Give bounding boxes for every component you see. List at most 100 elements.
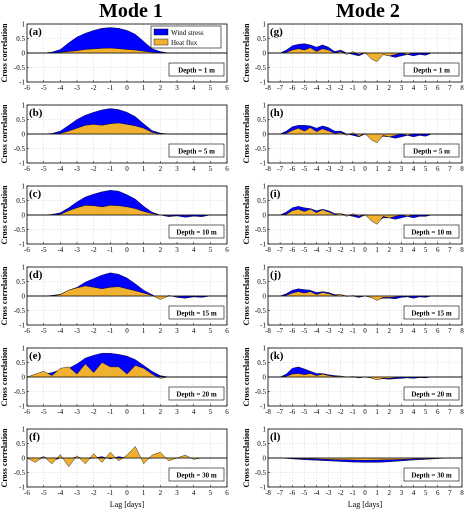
x-tick-label: -6 bbox=[24, 489, 30, 497]
y-axis-label: Cross correlation bbox=[242, 23, 251, 83]
panel-label: (g) bbox=[270, 26, 283, 38]
x-tick-label: 4 bbox=[192, 327, 196, 335]
x-tick-label: -2 bbox=[91, 489, 97, 497]
x-tick-label: 6 bbox=[225, 84, 229, 92]
y-tick-label: -0.5 bbox=[14, 226, 26, 234]
y-axis-label: Cross correlation bbox=[0, 104, 9, 164]
y-tick-label: -1 bbox=[260, 241, 266, 249]
panel-g: 10.50-0.5-1-8 -7 -6 -5 -4 -3 -2 -1 0 1 2 3 4 5 6 7 8Cros… bbox=[242, 21, 464, 93]
x-tick-label: -6 bbox=[24, 165, 30, 173]
x-tick-label: 3 bbox=[175, 84, 179, 92]
x-tick-label: -3 bbox=[74, 246, 80, 254]
x-tick-label: 1 bbox=[142, 408, 146, 416]
x-tick-label: 7 bbox=[448, 489, 452, 497]
x-tick-label: 3 bbox=[175, 327, 179, 335]
y-axis-label: Cross correlation bbox=[242, 347, 251, 407]
y-tick-label: 0.5 bbox=[257, 35, 266, 43]
y-axis-label: Cross correlation bbox=[242, 428, 251, 488]
x-tick-label: 5 bbox=[209, 84, 213, 92]
y-tick-label: -1 bbox=[19, 322, 25, 330]
y-tick-label: 0.5 bbox=[16, 278, 25, 286]
x-tick-label: 6 bbox=[436, 489, 440, 497]
x-tick-label: -2 bbox=[91, 84, 97, 92]
y-tick-label: -0.5 bbox=[255, 469, 267, 477]
y-tick-label: 1 bbox=[22, 345, 26, 353]
y-tick-label: 0.5 bbox=[16, 440, 25, 448]
y-axis-label: Cross correlation bbox=[242, 266, 251, 326]
x-tick-label: 3 bbox=[175, 165, 179, 173]
y-tick-label: -0.5 bbox=[255, 64, 267, 72]
depth-label: Depth = 1 m bbox=[178, 67, 215, 75]
x-tick-label: 2 bbox=[159, 84, 163, 92]
x-tick-label: 0 bbox=[125, 327, 129, 335]
mode-2-title: Mode 2 bbox=[336, 0, 400, 22]
x-tick-label: -2 bbox=[338, 84, 344, 92]
x-tick-label: 8 bbox=[460, 84, 464, 92]
x-tick-label: -8 bbox=[265, 246, 271, 254]
x-tick-label: -7 bbox=[277, 84, 283, 92]
x-tick-label: 1 bbox=[142, 246, 146, 254]
x-tick-label: 2 bbox=[388, 408, 392, 416]
y-tick-label: -1 bbox=[19, 79, 25, 87]
y-tick-label: -0.5 bbox=[255, 226, 267, 234]
x-tick-label: 5 bbox=[209, 489, 213, 497]
panel-label: (c) bbox=[29, 188, 42, 200]
x-tick-label: 0 bbox=[363, 489, 367, 497]
x-tick-label: 6 bbox=[225, 165, 229, 173]
x-tick-label: 3 bbox=[400, 84, 404, 92]
x-tick-label: -4 bbox=[57, 489, 63, 497]
panel-label: (b) bbox=[29, 107, 43, 119]
depth-box bbox=[403, 305, 460, 320]
depth-label: Depth = 30 m bbox=[176, 472, 217, 480]
x-tick-label: -1 bbox=[107, 246, 113, 254]
panel-label: (e) bbox=[29, 350, 42, 362]
x-tick-label: -7 bbox=[277, 408, 283, 416]
x-tick-label: 1 bbox=[375, 165, 379, 173]
x-tick-label: -1 bbox=[107, 84, 113, 92]
x-tick-label: -6 bbox=[24, 246, 30, 254]
depth-label: Depth = 30 m bbox=[411, 472, 452, 480]
y-tick-label: 0.5 bbox=[257, 197, 266, 205]
y-tick-label: 0.5 bbox=[257, 116, 266, 124]
y-tick-label: 0 bbox=[22, 455, 26, 463]
depth-label: Depth = 15 m bbox=[176, 310, 217, 318]
x-tick-label: -3 bbox=[326, 327, 332, 335]
x-tick-label: 3 bbox=[175, 246, 179, 254]
x-tick-label: -6 bbox=[289, 408, 295, 416]
x-tick-label: 6 bbox=[225, 327, 229, 335]
legend: Wind stress Heat flux bbox=[150, 25, 222, 49]
y-tick-label: -0.5 bbox=[255, 388, 267, 396]
x-tick-label: 7 bbox=[448, 165, 452, 173]
x-tick-label: -5 bbox=[301, 489, 307, 497]
x-tick-label: -5 bbox=[41, 84, 47, 92]
legend-box bbox=[150, 25, 222, 49]
x-tick-label: 6 bbox=[436, 327, 440, 335]
depth-label: Depth = 20 m bbox=[411, 391, 452, 399]
x-tick-label: 4 bbox=[192, 165, 196, 173]
y-axis-label: Cross correlation bbox=[242, 104, 251, 164]
y-tick-label: 0 bbox=[263, 212, 267, 220]
x-tick-label: 4 bbox=[412, 327, 416, 335]
panel-label: (i) bbox=[270, 188, 281, 200]
x-tick-label: 6 bbox=[436, 246, 440, 254]
x-tick-label: 5 bbox=[424, 84, 428, 92]
x-tick-label: -6 bbox=[24, 84, 30, 92]
x-tick-label: 1 bbox=[375, 327, 379, 335]
x-tick-label: 3 bbox=[400, 408, 404, 416]
x-tick-label: -4 bbox=[57, 246, 63, 254]
heat-flux-area bbox=[26, 446, 227, 468]
x-tick-label: -3 bbox=[74, 489, 80, 497]
y-tick-label: -0.5 bbox=[255, 307, 267, 315]
x-tick-label: -6 bbox=[289, 246, 295, 254]
depth-box bbox=[403, 386, 460, 401]
x-tick-label: 7 bbox=[448, 84, 452, 92]
x-tick-label: -2 bbox=[338, 246, 344, 254]
x-tick-label: -5 bbox=[41, 408, 47, 416]
x-tick-label: 6 bbox=[436, 165, 440, 173]
y-tick-label: 1 bbox=[263, 426, 267, 434]
y-tick-label: 0 bbox=[263, 455, 267, 463]
x-tick-label: -2 bbox=[91, 327, 97, 335]
